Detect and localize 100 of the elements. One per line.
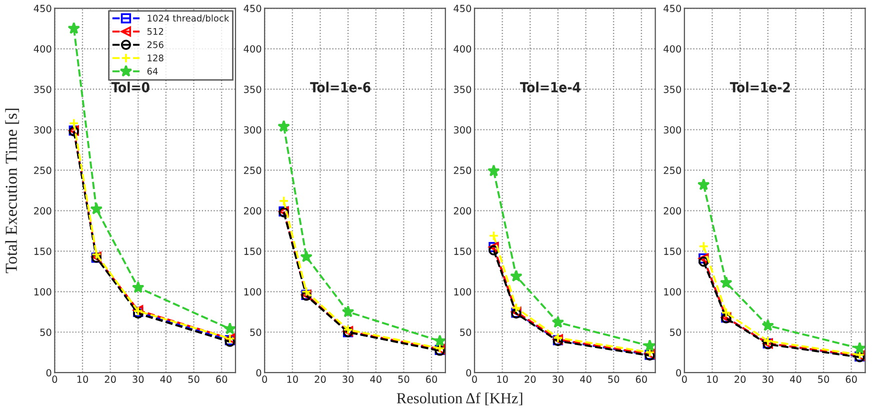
y-tick-label: 300 bbox=[244, 126, 262, 134]
x-tick-label: 10 bbox=[77, 376, 88, 383]
y-tick-label: 0 bbox=[676, 369, 682, 376]
y-tick-label: 0 bbox=[256, 369, 262, 376]
point bbox=[68, 22, 80, 34]
point bbox=[511, 302, 522, 313]
x-tick-label: 30 bbox=[342, 376, 354, 383]
legend-label: 1024 thread/block bbox=[148, 14, 230, 22]
x-tick-label: 30 bbox=[762, 376, 774, 383]
x-tick-label: 10 bbox=[707, 376, 718, 383]
x-tick-label: 40 bbox=[790, 376, 802, 383]
y-tick-label: 200 bbox=[664, 207, 682, 215]
y-tick-label: 200 bbox=[454, 207, 472, 215]
point bbox=[644, 339, 656, 352]
point bbox=[301, 286, 312, 297]
annotation: Tol=1e-2 bbox=[730, 82, 790, 92]
point bbox=[488, 230, 499, 241]
y-tick-label: 150 bbox=[34, 248, 52, 255]
y-tick-label: 0 bbox=[466, 369, 472, 376]
y-tick-label: 100 bbox=[34, 288, 52, 296]
x-tick-label: 60 bbox=[636, 376, 647, 383]
y-tick-label: 100 bbox=[664, 288, 682, 296]
y-tick-label: 350 bbox=[244, 86, 262, 94]
annotation: Tol=0 bbox=[111, 82, 150, 92]
x-tick-label: 50 bbox=[398, 376, 410, 383]
x-tick-label: 60 bbox=[216, 376, 228, 383]
y-tick-label: 250 bbox=[34, 166, 52, 174]
point bbox=[853, 342, 866, 354]
point bbox=[762, 319, 774, 332]
point bbox=[698, 256, 709, 267]
legend-label: 256 bbox=[147, 41, 164, 48]
point bbox=[721, 308, 732, 318]
x-tick-label: 10 bbox=[287, 376, 298, 383]
x-tick-label: 0 bbox=[52, 376, 58, 383]
y-tick-label: 150 bbox=[664, 248, 682, 255]
point bbox=[90, 202, 103, 214]
y-tick-label: 450 bbox=[664, 4, 682, 12]
x-tick-label: 40 bbox=[370, 376, 382, 383]
point bbox=[278, 196, 289, 206]
x-tick-label: 40 bbox=[160, 376, 172, 383]
y-tick-label: 450 bbox=[244, 4, 262, 12]
point bbox=[510, 270, 522, 282]
y-tick-label: 50 bbox=[250, 328, 262, 336]
y-tick-label: 450 bbox=[34, 4, 52, 12]
y-tick-label: 450 bbox=[454, 4, 472, 12]
y-tick-label: 400 bbox=[34, 45, 52, 53]
y-tick-label: 250 bbox=[244, 166, 262, 174]
x-tick-label: 60 bbox=[426, 376, 438, 383]
point bbox=[720, 276, 732, 288]
y-tick-label: 300 bbox=[34, 126, 52, 134]
point bbox=[698, 241, 709, 252]
x-tick-label: 50 bbox=[818, 376, 830, 383]
y-tick-label: 100 bbox=[244, 288, 262, 296]
y-tick-label: 300 bbox=[664, 126, 682, 134]
y-tick-label: 400 bbox=[454, 45, 472, 53]
x-axis-title: Resolution Δf [KHz] bbox=[396, 392, 522, 406]
point bbox=[224, 322, 236, 334]
legend-label: 512 bbox=[147, 28, 164, 35]
y-tick-label: 100 bbox=[454, 288, 472, 296]
y-tick-label: 50 bbox=[460, 328, 472, 336]
x-tick-label: 20 bbox=[104, 376, 116, 383]
point bbox=[762, 336, 773, 346]
x-tick-label: 20 bbox=[314, 376, 326, 383]
point bbox=[278, 120, 290, 132]
x-tick-label: 10 bbox=[497, 376, 508, 383]
point bbox=[434, 334, 446, 346]
y-tick-label: 350 bbox=[664, 86, 682, 94]
legend-label: 64 bbox=[147, 68, 158, 75]
point bbox=[697, 178, 710, 190]
annotation: Tol=1e-6 bbox=[310, 82, 370, 92]
x-tick-label: 40 bbox=[580, 376, 592, 383]
point bbox=[68, 118, 79, 128]
y-tick-label: 200 bbox=[34, 207, 52, 215]
x-tick-label: 50 bbox=[188, 376, 200, 383]
point bbox=[488, 164, 500, 176]
y-tick-label: 0 bbox=[46, 369, 52, 376]
y-tick-label: 250 bbox=[664, 166, 682, 174]
y-tick-label: 50 bbox=[40, 328, 52, 336]
y-tick-label: 350 bbox=[454, 86, 472, 94]
y-tick-label: 250 bbox=[454, 166, 472, 174]
point bbox=[342, 305, 354, 318]
x-tick-label: 30 bbox=[132, 376, 144, 383]
y-tick-label: 400 bbox=[664, 45, 682, 53]
y-tick-label: 400 bbox=[244, 45, 262, 53]
x-tick-label: 0 bbox=[472, 376, 477, 383]
x-tick-label: 30 bbox=[552, 376, 564, 383]
point bbox=[300, 250, 313, 262]
point bbox=[552, 316, 564, 328]
y-tick-label: 150 bbox=[454, 248, 472, 255]
y-tick-label: 150 bbox=[244, 248, 262, 255]
point bbox=[132, 281, 144, 293]
y-tick-label: 200 bbox=[244, 207, 262, 215]
x-tick-label: 20 bbox=[734, 376, 746, 383]
legend-label: 128 bbox=[148, 54, 164, 62]
x-tick-label: 0 bbox=[682, 376, 687, 383]
x-tick-label: 60 bbox=[846, 376, 857, 383]
y-axis-title: Total Execution Time [s] bbox=[5, 108, 20, 274]
annotation: Tol=1e-4 bbox=[520, 82, 580, 92]
x-tick-label: 50 bbox=[608, 376, 620, 383]
x-tick-label: 20 bbox=[524, 376, 536, 383]
